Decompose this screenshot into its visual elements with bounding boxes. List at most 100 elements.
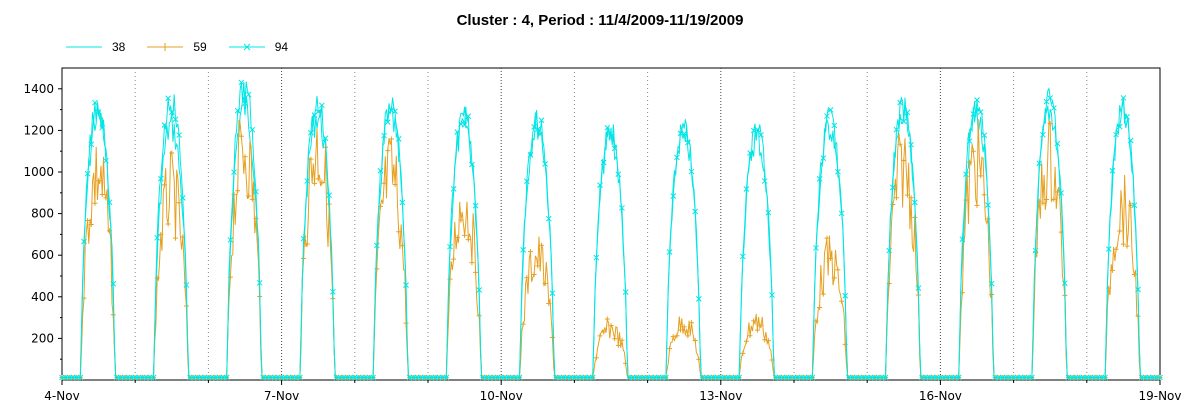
series-point-59 (762, 337, 768, 343)
y-tick-label-200: 200 (31, 331, 54, 345)
series-point-59 (674, 333, 680, 339)
series-point-94 (443, 374, 450, 381)
legend-swatch-38 (66, 46, 102, 48)
series-point-94 (688, 168, 695, 175)
series-point-59 (165, 221, 171, 227)
series-point-94 (1157, 374, 1163, 381)
series-point-94 (908, 141, 914, 148)
series-point-94 (304, 178, 311, 184)
series-point-59 (253, 216, 259, 222)
series-point-94 (966, 138, 973, 145)
series-point-59 (839, 298, 845, 304)
series-point-94 (370, 374, 376, 381)
series-point-59 (531, 271, 537, 277)
series-point-59 (897, 141, 903, 147)
series-point-59 (765, 338, 771, 344)
series-point-94 (549, 290, 556, 297)
series-point-59 (612, 336, 618, 342)
series-point-94 (904, 109, 911, 116)
series-point-94 (955, 374, 962, 381)
series-point-94 (527, 152, 534, 158)
series-point-94 (981, 132, 988, 139)
chart-title: Cluster : 4, Period : 11/4/2009-11/19/20… (456, 12, 744, 29)
series-point-94 (597, 182, 603, 189)
series-point-94 (1124, 114, 1130, 120)
x-tick-label-0: 4-Nov (44, 389, 79, 403)
series-point-59 (1128, 202, 1134, 208)
series-point-94 (381, 132, 387, 139)
series-point-94 (84, 170, 91, 177)
series-point-94 (1131, 202, 1138, 209)
series-point-59 (904, 192, 910, 198)
series-point-94 (985, 202, 991, 208)
series-point-59 (85, 218, 91, 224)
series-point-59 (893, 195, 899, 201)
series-point-94 (589, 374, 596, 381)
series-point-94 (249, 126, 256, 133)
series-point-94 (666, 249, 673, 255)
series-point-59 (1109, 267, 1115, 273)
series-point-59 (462, 232, 468, 238)
series-point-94 (911, 199, 918, 206)
series-point-94 (172, 116, 179, 123)
legend-item-59: 59 (147, 40, 207, 54)
series-point-59 (831, 275, 837, 281)
series-point-94 (1116, 123, 1123, 130)
series-point-59 (1135, 313, 1141, 319)
series-point-94 (900, 118, 907, 125)
series-point-59 (908, 195, 914, 201)
series-point-59 (754, 327, 760, 333)
series-point-94 (92, 99, 98, 106)
series-point-59 (92, 200, 98, 206)
legend-label-59: 59 (193, 40, 207, 54)
y-tick-label-400: 400 (31, 290, 54, 304)
series-point-94 (886, 247, 893, 254)
series-point-94 (824, 113, 830, 119)
series-point-94 (531, 124, 537, 130)
series-point-94 (373, 242, 380, 249)
series-point-94 (245, 91, 252, 98)
series-point-94 (234, 107, 241, 114)
series-point-94 (1113, 131, 1119, 138)
series-point-59 (824, 235, 830, 241)
series-point-59 (454, 235, 460, 241)
series-point-94 (663, 374, 669, 381)
series-point-59 (593, 355, 599, 361)
series-point-94 (681, 130, 688, 137)
series-point-59 (978, 173, 984, 179)
series-point-94 (308, 129, 314, 136)
y-tick-label-1000: 1000 (23, 165, 54, 179)
legend: 38 59 94 (66, 40, 310, 54)
series-point-59 (901, 158, 907, 164)
series-point-59 (301, 255, 307, 261)
x-tick-label-1: 7-Nov (264, 389, 299, 403)
series-point-94 (161, 122, 168, 128)
series-point-94 (77, 374, 84, 381)
series-point-94 (747, 150, 753, 156)
series-point-94 (809, 374, 816, 381)
series-point-94 (183, 282, 190, 288)
series-point-94 (465, 113, 472, 120)
series-point-94 (179, 195, 186, 201)
legend-item-94: 94 (228, 40, 289, 54)
series-point-94 (403, 282, 409, 289)
series-point-94 (685, 139, 691, 146)
series-point-94 (743, 186, 750, 192)
series-point-59 (1120, 241, 1126, 247)
series-point-94 (769, 292, 775, 298)
series-point-94 (106, 199, 113, 206)
series-point-94 (297, 374, 303, 381)
series-point-59 (238, 133, 244, 139)
series-point-94 (897, 99, 903, 106)
x-tick-label-3: 13-Nov (699, 389, 742, 403)
legend-label-94: 94 (274, 40, 289, 54)
series-point-59 (319, 179, 325, 185)
series-point-94 (1040, 131, 1046, 138)
x-tick-label-5: 19-Nov (1138, 389, 1181, 403)
legend-label-38: 38 (112, 40, 126, 54)
series-point-94 (831, 122, 838, 129)
series-point-94 (619, 205, 625, 211)
series-point-94 (1051, 105, 1057, 111)
series-point-59 (817, 305, 823, 311)
